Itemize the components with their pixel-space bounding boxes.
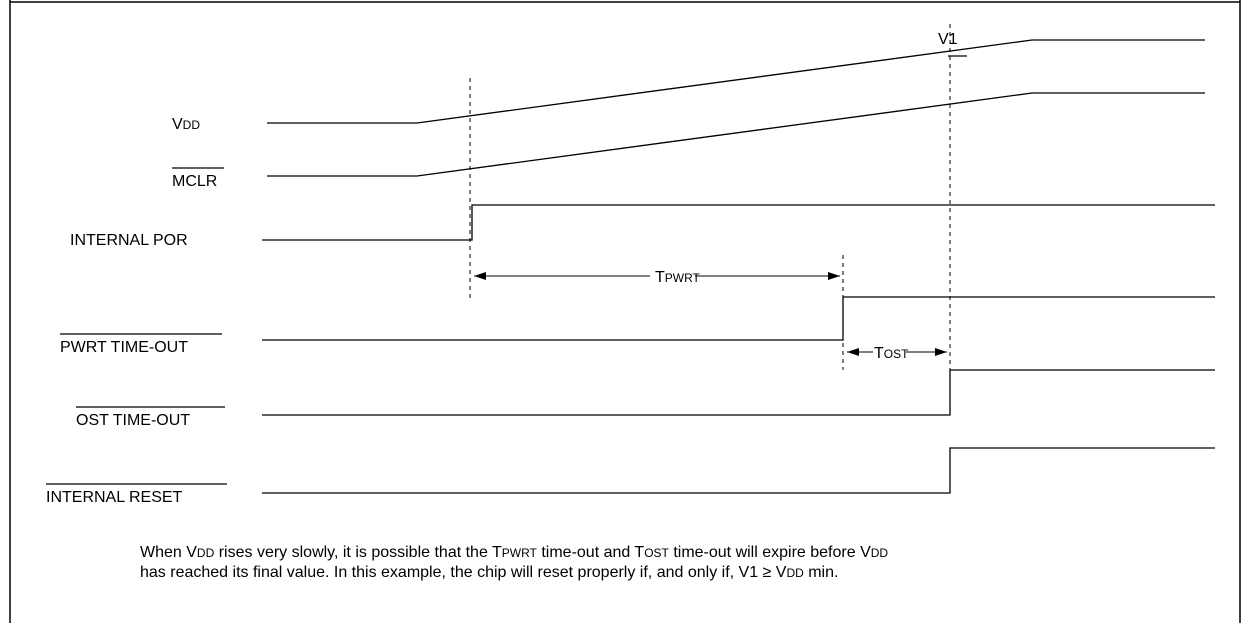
internal-reset-waveform <box>262 447 1215 494</box>
internal-por-label: INTERNAL POR <box>70 232 188 249</box>
vdd-label: VDD <box>172 116 200 133</box>
tpwrt-label: TPWRT <box>655 269 701 286</box>
tpwrt-arrowhead-left <box>474 272 486 280</box>
mclr-waveform <box>267 92 1205 177</box>
tost-arrowhead-right <box>935 348 947 356</box>
note-line-1: When VDD rises very slowly, it is possib… <box>140 544 888 561</box>
v1-label: V1 <box>938 31 958 48</box>
mclr-label: MCLR <box>172 173 217 190</box>
internal-por-waveform <box>262 204 1215 241</box>
vdd-waveform <box>267 39 1205 124</box>
tpwrt-arrowhead-right <box>828 272 840 280</box>
internal-reset-label: INTERNAL RESET <box>46 489 183 506</box>
pwrt-timeout-label: PWRT TIME-OUT <box>60 339 188 356</box>
tost-label: TOST <box>874 345 909 362</box>
ost-timeout-waveform <box>262 369 1215 416</box>
tost-arrowhead-left <box>847 348 859 356</box>
ost-timeout-label: OST TIME-OUT <box>76 412 190 429</box>
note-line-2: has reached its final value. In this exa… <box>140 564 838 581</box>
pwrt-timeout-waveform <box>262 296 1215 341</box>
